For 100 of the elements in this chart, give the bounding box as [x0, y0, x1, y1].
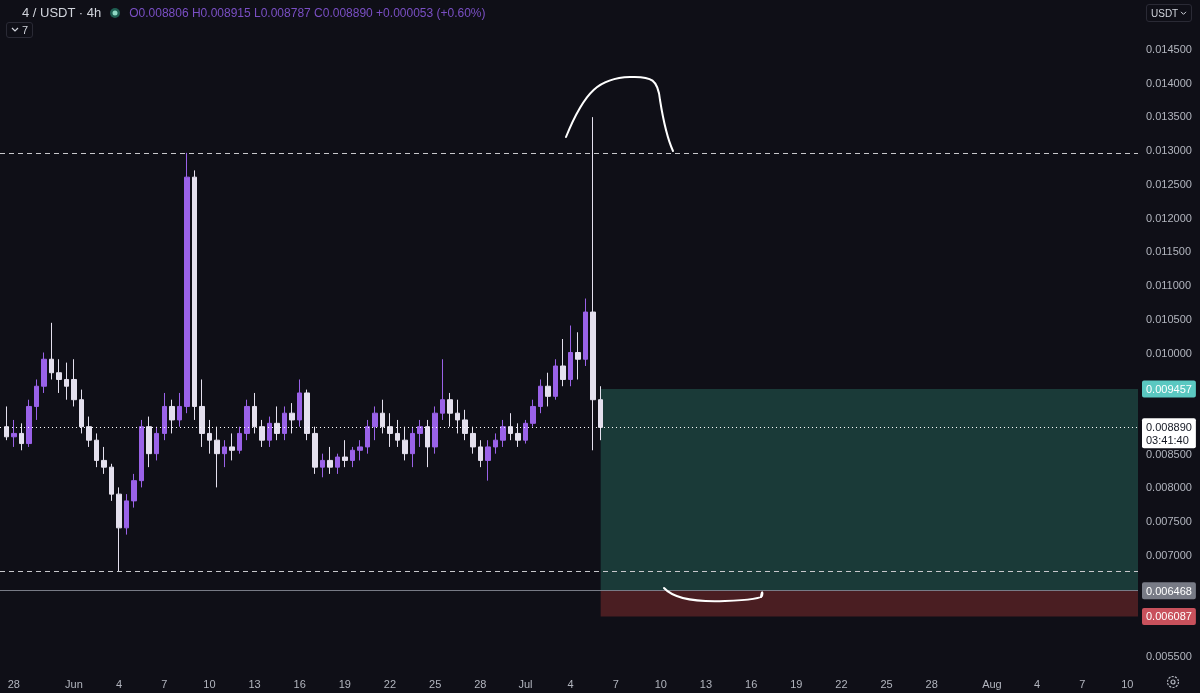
y-tick-label: 0.011000 — [1146, 279, 1192, 292]
x-tick-label: 16 — [293, 677, 306, 690]
ref-line-label: 0.008890 03:41:40 — [1146, 420, 1192, 446]
candlestick — [402, 426, 408, 461]
candlestick — [297, 378, 302, 428]
candlestick — [350, 446, 355, 468]
x-tick-label: 16 — [745, 677, 758, 690]
candlestick — [335, 453, 340, 475]
candlestick — [131, 473, 137, 509]
candlestick — [79, 389, 84, 434]
candlestick — [462, 409, 468, 441]
text: 7 — [22, 24, 29, 36]
candlestick — [49, 322, 54, 380]
candlestick — [478, 439, 483, 468]
y-tick-label: 0.007500 — [1146, 515, 1192, 528]
candlestick — [485, 439, 491, 482]
y-tick-label: 0.013500 — [1146, 110, 1192, 123]
x-tick-label: 25 — [880, 677, 893, 690]
x-tick-label: 28 — [474, 677, 487, 690]
candlestick — [538, 378, 543, 414]
x-tick-label: Jun — [65, 677, 83, 690]
candlestick — [252, 392, 257, 434]
candlestick — [365, 419, 370, 455]
candlestick — [380, 399, 385, 434]
candlestick — [267, 416, 272, 448]
candlestick — [101, 446, 107, 475]
candlestick — [109, 463, 114, 502]
candlestick — [425, 419, 430, 468]
y-tick-label: 0.014500 — [1146, 43, 1192, 55]
candlestick — [282, 405, 287, 441]
candlestick — [162, 392, 167, 441]
candlestick — [410, 426, 415, 468]
candlestick — [327, 446, 333, 475]
candlestick — [71, 358, 77, 407]
candlestick — [192, 169, 197, 421]
x-tick-label: 19 — [790, 677, 803, 690]
candlestick — [432, 405, 438, 455]
y-tick-label: 0.013000 — [1146, 144, 1192, 157]
candlestick — [177, 392, 182, 428]
candlestick — [304, 389, 310, 441]
candlestick — [387, 412, 393, 448]
x-tick-label: 25 — [429, 677, 442, 690]
x-tick-label: 10 — [203, 677, 216, 690]
candlestick — [357, 439, 363, 461]
candlestick — [244, 399, 250, 441]
x-tick-label: 7 — [612, 677, 619, 690]
y-tick-label: 0.012000 — [1146, 211, 1192, 224]
x-tick-label: 7 — [1079, 677, 1086, 690]
candlestick — [500, 419, 506, 448]
x-tick-label: 13 — [248, 677, 261, 690]
band-label: 0.006087 — [1146, 610, 1192, 623]
y-tick-label: 0.005500 — [1146, 650, 1192, 662]
candlestick — [229, 432, 235, 461]
x-tick-label: 28 — [925, 677, 938, 690]
candlestick — [523, 419, 528, 445]
candlestick — [440, 358, 445, 421]
candlestick — [447, 392, 453, 428]
y-tick-label: 0.011500 — [1146, 245, 1192, 258]
candlestick — [553, 358, 558, 401]
candlestick — [11, 419, 17, 448]
candlestick — [41, 352, 47, 394]
candlestick — [184, 152, 190, 414]
candlestick — [169, 399, 175, 434]
y-tick-label: 0.010000 — [1146, 346, 1192, 359]
x-tick-label: 4 — [1033, 677, 1041, 690]
candlestick — [124, 493, 129, 536]
candlestick — [259, 419, 265, 448]
candlestick — [146, 416, 152, 468]
y-tick-label: 0.010500 — [1146, 312, 1192, 325]
candlestick — [530, 399, 536, 428]
candlestick — [94, 432, 99, 468]
candlestick — [515, 422, 521, 448]
x-tick-label: 19 — [338, 677, 351, 690]
chart-subtitle: O0.008806 H0.008915 L0.008787 C0.008890 +0.000053 (+0.60%) — [129, 5, 486, 20]
candlestick — [342, 439, 348, 468]
x-tick-label: Jul — [518, 677, 533, 690]
candlestick — [56, 358, 62, 394]
y-tick-label: 0.007000 — [1146, 548, 1192, 561]
y-tick-label: 0.012500 — [1146, 177, 1192, 190]
candlestick — [320, 453, 325, 478]
candlestick — [417, 419, 423, 448]
candlestick — [508, 412, 513, 441]
candlestick — [545, 372, 551, 407]
candlestick — [312, 426, 318, 475]
candlestick — [455, 399, 460, 434]
candlestick — [274, 405, 280, 441]
x-tick-label: 10 — [654, 677, 667, 690]
y-tick-label: 0.008000 — [1146, 481, 1192, 494]
candlestick — [222, 439, 227, 468]
candlestick — [590, 116, 596, 451]
y-tick-label: 0.014000 — [1146, 76, 1192, 89]
candlestick — [598, 385, 603, 441]
candlestick — [395, 419, 400, 448]
candlestick — [214, 426, 220, 488]
candlestick — [154, 426, 159, 461]
text: USDT — [1151, 7, 1179, 19]
ref-line-label: 0.006468 — [1146, 584, 1192, 597]
x-tick-label: 22 — [383, 677, 397, 690]
x-tick-label: 22 — [835, 677, 848, 690]
candlestick — [372, 405, 378, 441]
